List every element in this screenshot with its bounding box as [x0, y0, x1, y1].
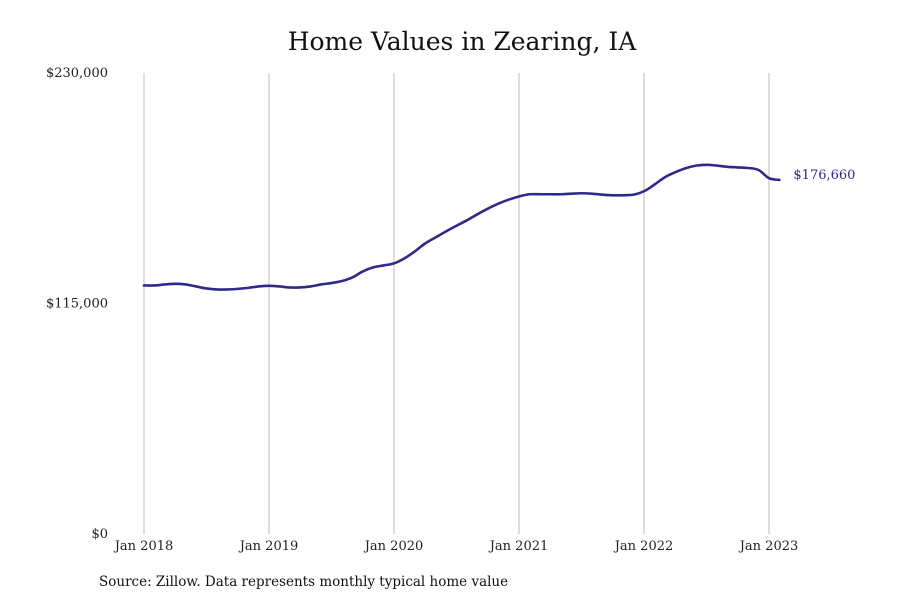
data-point — [289, 286, 291, 288]
data-point — [205, 287, 207, 289]
data-point — [726, 166, 728, 168]
y-tick-label: $0 — [91, 527, 108, 542]
y-tick-label: $230,000 — [46, 66, 108, 81]
x-tick-label: Jan 2019 — [238, 539, 299, 554]
data-point — [674, 171, 676, 173]
data-point — [309, 285, 311, 287]
home-value-line — [142, 163, 781, 291]
data-point — [643, 190, 645, 192]
data-point — [507, 198, 509, 200]
data-point — [528, 193, 530, 195]
data-point — [351, 276, 353, 278]
x-tick-label: Jan 2022 — [613, 539, 674, 554]
data-point — [445, 230, 447, 232]
data-point — [664, 176, 666, 178]
data-point — [184, 283, 186, 285]
data-point — [653, 183, 655, 185]
data-point — [549, 193, 551, 195]
data-point — [216, 288, 218, 290]
y-tick-label: $115,000 — [46, 297, 108, 312]
data-point — [487, 207, 489, 209]
data-point — [476, 213, 478, 215]
data-point — [174, 283, 176, 285]
data-point — [330, 282, 332, 284]
data-point — [757, 169, 759, 171]
data-point — [164, 283, 166, 285]
data-point — [299, 286, 301, 288]
x-tick-label: Jan 2020 — [363, 539, 424, 554]
data-point — [580, 192, 582, 194]
data-point — [414, 250, 416, 252]
data-points — [143, 164, 781, 291]
data-point — [268, 285, 270, 287]
data-point — [466, 219, 468, 221]
data-point — [570, 192, 572, 194]
data-point — [278, 285, 280, 287]
data-point — [320, 283, 322, 285]
data-point — [143, 284, 145, 286]
data-point — [372, 266, 374, 268]
data-point — [362, 270, 364, 272]
x-axis-ticks: Jan 2018 Jan 2019 Jan 2020 Jan 2021 Jan 2022… — [113, 539, 799, 554]
data-point — [455, 225, 457, 227]
data-point — [393, 262, 395, 264]
x-tick-label: Jan 2018 — [113, 539, 174, 554]
data-point — [226, 288, 228, 290]
data-point — [247, 287, 249, 289]
data-point — [424, 242, 426, 244]
chart-title: Home Values in Zearing, IA — [288, 27, 638, 56]
data-point — [632, 193, 634, 195]
data-point — [195, 285, 197, 287]
data-point — [403, 257, 405, 259]
data-point — [601, 193, 603, 195]
data-point — [684, 167, 686, 169]
data-point — [737, 166, 739, 168]
data-point — [257, 285, 259, 287]
data-point — [153, 284, 155, 286]
data-point — [341, 280, 343, 282]
data-point — [539, 193, 541, 195]
data-point — [497, 202, 499, 204]
data-point — [518, 195, 520, 197]
data-point — [695, 164, 697, 166]
data-point — [716, 164, 718, 166]
data-point — [622, 194, 624, 196]
x-tick-label: Jan 2021 — [488, 539, 549, 554]
data-point — [559, 193, 561, 195]
data-point — [591, 192, 593, 194]
data-point — [382, 264, 384, 266]
x-tick-label: Jan 2023 — [738, 539, 799, 554]
data-point — [434, 236, 436, 238]
data-point — [612, 194, 614, 196]
source-note: Source: Zillow. Data represents monthly … — [99, 574, 508, 590]
data-point — [237, 288, 239, 290]
last-value-label: $176,660 — [793, 168, 855, 183]
gridlines — [143, 73, 770, 534]
data-point — [768, 177, 770, 179]
data-point — [778, 179, 780, 181]
y-axis-ticks: $0 $115,000 $230,000 — [46, 66, 108, 542]
data-point — [747, 167, 749, 169]
data-point — [705, 164, 707, 166]
